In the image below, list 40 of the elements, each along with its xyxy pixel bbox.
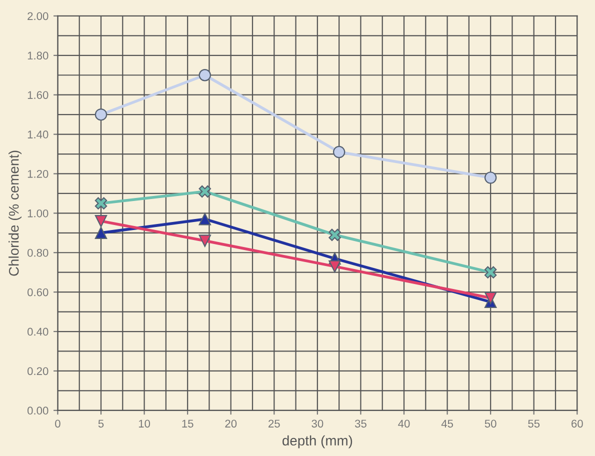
y-tick-label: 0.80 [28, 248, 48, 257]
point [94, 108, 108, 121]
x-tick-label: 60 [572, 420, 583, 428]
y-tick-label: 0.20 [28, 367, 48, 376]
x-tick-label: 40 [398, 420, 410, 428]
x-tick-label: 25 [268, 420, 280, 428]
x-tick-label: 35 [354, 420, 366, 428]
x-tick-label: 10 [138, 420, 150, 428]
point [94, 226, 108, 240]
point [332, 146, 346, 158]
point [198, 185, 211, 198]
x-tick-label: 15 [182, 420, 194, 428]
point [328, 228, 341, 241]
point [484, 266, 497, 278]
point [484, 172, 497, 184]
y-tick-label: 1.20 [28, 170, 48, 178]
point [94, 214, 108, 228]
x-tick-label: 0 [55, 420, 60, 428]
point [198, 69, 211, 82]
y-tick-label: 1.00 [28, 209, 48, 218]
point [198, 234, 211, 247]
y-tick-label: 0.40 [28, 328, 48, 336]
x-tick-label: 20 [225, 420, 237, 428]
point [484, 292, 497, 304]
y-tick-label: 1.60 [28, 91, 48, 99]
y-tick-label: 1.80 [28, 52, 48, 60]
x-tick-label: 50 [484, 420, 496, 428]
y-tick-label: 2.00 [28, 12, 48, 20]
y-tick-label: 0.60 [28, 288, 48, 296]
x-tick-label: 45 [441, 420, 454, 428]
point [198, 212, 211, 226]
y-tick-label: 1.40 [28, 130, 48, 138]
y-tick-label: 0.00 [28, 406, 48, 415]
x-tick-label: 55 [528, 420, 540, 428]
point [328, 260, 341, 273]
x-tick-label: 30 [312, 420, 324, 428]
x-axis-title: depth (mm) [282, 435, 352, 448]
y-axis-title: Chloride (% cement) [8, 150, 22, 276]
x-tick-label: 5 [98, 420, 104, 428]
point [94, 197, 108, 210]
